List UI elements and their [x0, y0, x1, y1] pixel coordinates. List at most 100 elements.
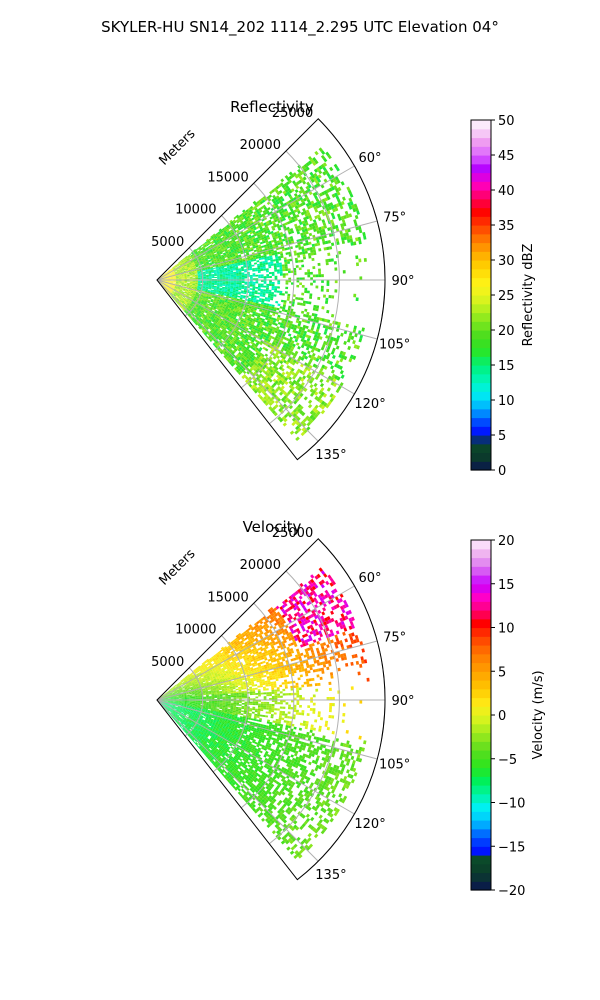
field-cell [235, 289, 239, 292]
field-cell [342, 233, 347, 237]
field-cell [178, 290, 182, 293]
field-cell [244, 339, 248, 343]
field-cell [191, 311, 194, 314]
field-cell [252, 286, 256, 289]
field-cell [216, 285, 220, 287]
field-cell [247, 297, 252, 300]
field-cell [335, 360, 340, 365]
field-cell [236, 332, 240, 336]
field-cell [293, 203, 298, 207]
field-cell [333, 184, 338, 190]
field-cell [242, 259, 246, 262]
field-cell [196, 320, 200, 324]
field-cell [206, 303, 210, 306]
field-cell [232, 266, 236, 269]
field-cell [256, 240, 260, 244]
field-cell [239, 299, 243, 302]
field-cell [252, 384, 256, 388]
field-cell [309, 293, 313, 297]
colorbar-segment [471, 233, 491, 244]
field-cell [184, 306, 188, 309]
field-cell [216, 251, 220, 254]
field-cell [326, 172, 331, 178]
field-cell [295, 260, 299, 263]
field-cell [257, 244, 262, 248]
field-cell [283, 342, 288, 346]
field-cell [248, 352, 252, 356]
field-cell [238, 347, 243, 351]
field-cell [175, 275, 179, 277]
field-cell [285, 252, 289, 255]
field-cell [215, 291, 219, 294]
field-cell [255, 319, 259, 323]
field-cell [272, 406, 277, 411]
field-cell [163, 284, 166, 287]
field-cell [309, 388, 314, 393]
field-cell [205, 287, 209, 290]
field-cell [212, 314, 216, 318]
field-cell [196, 303, 200, 307]
field-cell [209, 302, 213, 305]
field-cell [183, 302, 187, 306]
field-cell [284, 261, 288, 265]
field-cell [255, 376, 260, 381]
field-cell [194, 319, 197, 323]
field-cell [271, 410, 276, 415]
field-cell [227, 268, 231, 271]
field-cell [193, 307, 197, 311]
field-cell [172, 275, 176, 277]
field-cell [260, 235, 264, 238]
field-cell [241, 275, 245, 278]
field-cell [184, 292, 187, 294]
colorbar-segment [471, 330, 491, 340]
field-cell [231, 295, 235, 298]
field-cell [189, 281, 193, 282]
field-cell [189, 293, 193, 295]
field-cell [231, 244, 235, 247]
field-cell [287, 347, 292, 351]
field-cell [222, 344, 226, 348]
field-cell [173, 277, 177, 278]
field-cell [184, 277, 188, 279]
field-cell [271, 271, 275, 274]
field-cell [278, 366, 283, 371]
field-cell [184, 301, 188, 305]
field-cell [212, 292, 216, 295]
field-cell [262, 369, 266, 374]
field-cell [230, 314, 234, 318]
field-cell [179, 268, 182, 270]
field-cell [206, 281, 209, 283]
field-cell [192, 284, 195, 286]
field-cell [203, 284, 207, 286]
field-cell [329, 393, 334, 398]
field-cell [200, 324, 204, 328]
field-cell [210, 292, 213, 294]
field-cell [174, 287, 178, 289]
field-cell [354, 214, 359, 220]
field-cell [177, 297, 180, 301]
field-cell [263, 302, 267, 306]
field-cell [253, 389, 258, 394]
field-cell [321, 274, 324, 278]
field-cell [187, 298, 190, 301]
field-cell [172, 284, 176, 286]
field-cell [239, 355, 243, 359]
field-cell [217, 283, 220, 285]
field-cell [237, 232, 241, 235]
field-cell [185, 256, 188, 259]
field-cell [231, 358, 235, 363]
field-cell [341, 226, 345, 231]
field-cell [321, 318, 325, 322]
field-cell [214, 282, 218, 284]
field-cell [226, 246, 230, 249]
field-cell [275, 204, 279, 209]
field-cell [188, 289, 192, 291]
field-cell [247, 354, 251, 358]
field-cell [314, 224, 319, 229]
field-cell [181, 292, 184, 295]
field-cell [242, 235, 246, 239]
field-cell [206, 296, 210, 298]
field-cell [165, 287, 168, 290]
field-cell [299, 221, 303, 226]
field-cell [243, 345, 247, 350]
